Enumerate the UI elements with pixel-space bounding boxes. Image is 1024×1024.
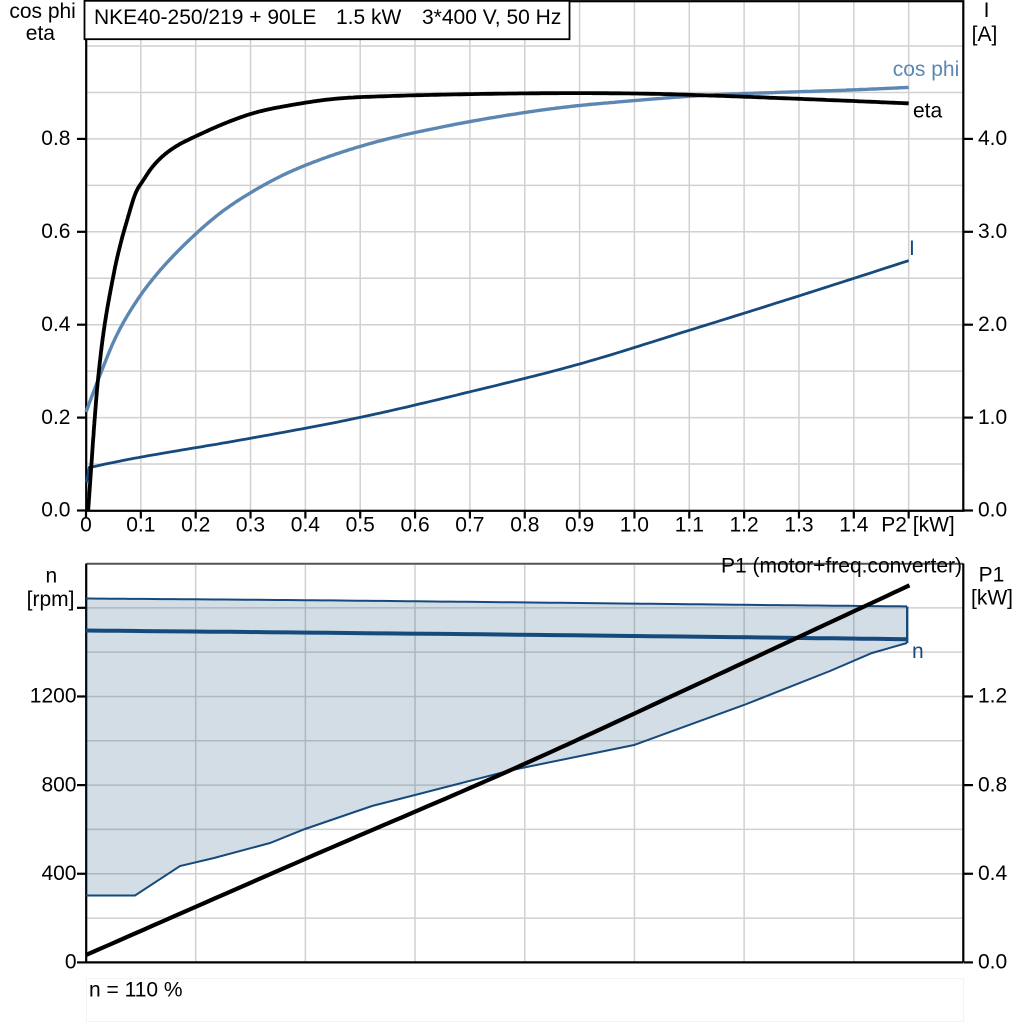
svg-text:0.0: 0.0 [978, 951, 1007, 974]
svg-text:1.2: 1.2 [729, 514, 758, 537]
svg-text:cos phi: cos phi [893, 58, 960, 81]
svg-text:I: I [984, 0, 990, 22]
svg-text:3.0: 3.0 [978, 220, 1007, 243]
svg-text:1.0: 1.0 [978, 406, 1007, 429]
svg-text:0.8: 0.8 [41, 127, 70, 150]
svg-text:1.5 kW: 1.5 kW [336, 6, 402, 29]
svg-text:0.0: 0.0 [41, 499, 70, 522]
svg-text:[A]: [A] [972, 23, 998, 46]
svg-text:P2 [kW]: P2 [kW] [881, 514, 955, 537]
svg-text:n: n [45, 565, 57, 588]
svg-text:0.6: 0.6 [41, 220, 70, 243]
svg-text:0.2: 0.2 [181, 514, 210, 537]
svg-text:400: 400 [41, 862, 76, 885]
svg-text:0.9: 0.9 [565, 514, 594, 537]
svg-text:I: I [909, 237, 915, 260]
svg-text:1.2: 1.2 [978, 685, 1007, 708]
svg-text:0.0: 0.0 [978, 499, 1007, 522]
svg-text:0.3: 0.3 [236, 514, 265, 537]
svg-text:1.4: 1.4 [839, 514, 869, 537]
svg-text:P1 (motor+freq.converter): P1 (motor+freq.converter) [721, 555, 962, 578]
svg-text:0.1: 0.1 [126, 514, 155, 537]
svg-text:0: 0 [80, 514, 92, 537]
svg-text:0.7: 0.7 [455, 514, 484, 537]
svg-text:3*400 V, 50 Hz: 3*400 V, 50 Hz [422, 6, 561, 29]
svg-text:0.6: 0.6 [400, 514, 429, 537]
svg-text:1.3: 1.3 [784, 514, 813, 537]
svg-text:0.8: 0.8 [510, 514, 539, 537]
svg-text:1.1: 1.1 [675, 514, 704, 537]
svg-text:n = 110 %: n = 110 % [89, 979, 183, 1002]
svg-text:P1: P1 [979, 564, 1005, 587]
svg-text:0: 0 [65, 951, 77, 974]
svg-text:0.4: 0.4 [978, 862, 1008, 885]
svg-text:0.8: 0.8 [978, 773, 1007, 796]
svg-text:1200: 1200 [30, 685, 77, 708]
svg-text:4.0: 4.0 [978, 127, 1007, 150]
svg-text:0.4: 0.4 [41, 313, 71, 336]
svg-text:NKE40-250/219 + 90LE: NKE40-250/219 + 90LE [94, 6, 316, 29]
svg-text:eta: eta [913, 100, 943, 123]
svg-text:0.2: 0.2 [41, 406, 70, 429]
svg-text:1.0: 1.0 [620, 514, 649, 537]
svg-text:0.5: 0.5 [346, 514, 375, 537]
svg-text:800: 800 [41, 773, 76, 796]
svg-text:n: n [912, 640, 924, 663]
svg-text:2.0: 2.0 [978, 313, 1007, 336]
svg-text:[rpm]: [rpm] [27, 588, 75, 611]
svg-text:cos phi: cos phi [9, 0, 76, 23]
svg-text:[kW]: [kW] [971, 587, 1013, 610]
svg-text:eta: eta [26, 22, 56, 45]
svg-text:0.4: 0.4 [291, 514, 321, 537]
